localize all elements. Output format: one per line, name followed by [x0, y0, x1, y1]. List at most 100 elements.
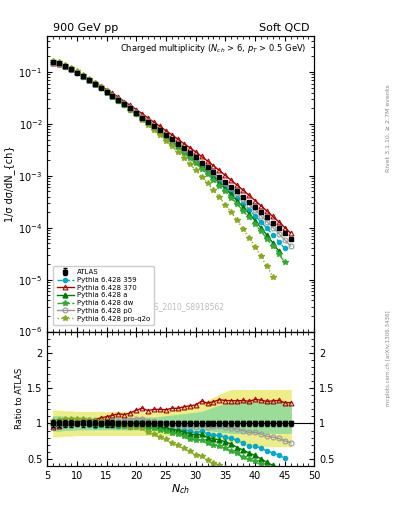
- Pythia 6.428 359: [92, 81, 97, 88]
- Text: Soft QCD: Soft QCD: [259, 23, 309, 33]
- Pythia 6.428 dw: [253, 221, 257, 227]
- Pythia 6.428 a: [62, 62, 67, 69]
- Pythia 6.428 p0: [182, 146, 186, 152]
- Pythia 6.428 dw: [247, 215, 252, 221]
- Pythia 6.428 370: [81, 72, 85, 78]
- Pythia 6.428 p0: [163, 132, 168, 138]
- Pythia 6.428 a: [241, 204, 246, 210]
- Pythia 6.428 a: [75, 69, 79, 75]
- Pythia 6.428 370: [205, 158, 210, 164]
- Pythia 6.428 p0: [92, 80, 97, 87]
- Pythia 6.428 359: [241, 201, 246, 207]
- Pythia 6.428 pro-q2o: [217, 194, 222, 200]
- Text: mcplots.cern.ch [arXiv:1306.3436]: mcplots.cern.ch [arXiv:1306.3436]: [386, 311, 391, 406]
- Pythia 6.428 p0: [193, 155, 198, 161]
- Pythia 6.428 pro-q2o: [62, 61, 67, 68]
- Pythia 6.428 359: [259, 219, 263, 225]
- Pythia 6.428 359: [146, 120, 151, 126]
- Pythia 6.428 p0: [86, 76, 91, 82]
- Pythia 6.428 359: [152, 124, 156, 131]
- Pythia 6.428 p0: [75, 69, 79, 75]
- Pythia 6.428 p0: [98, 84, 103, 90]
- Pythia 6.428 dw: [81, 73, 85, 79]
- Pythia 6.428 pro-q2o: [152, 127, 156, 133]
- Pythia 6.428 370: [140, 111, 145, 117]
- Pythia 6.428 dw: [175, 144, 180, 150]
- Pythia 6.428 a: [57, 60, 61, 66]
- Pythia 6.428 a: [51, 59, 55, 65]
- Pythia 6.428 a: [128, 105, 133, 112]
- Pythia 6.428 370: [235, 182, 240, 188]
- Pythia 6.428 370: [217, 167, 222, 174]
- Pythia 6.428 pro-q2o: [158, 132, 162, 138]
- Pythia 6.428 a: [276, 248, 281, 254]
- Pythia 6.428 a: [182, 148, 186, 154]
- Pythia 6.428 a: [247, 211, 252, 217]
- Pythia 6.428 dw: [241, 208, 246, 214]
- Pythia 6.428 dw: [92, 81, 97, 87]
- Pythia 6.428 370: [163, 127, 168, 134]
- Legend: ATLAS, Pythia 6.428 359, Pythia 6.428 370, Pythia 6.428 a, Pythia 6.428 dw, Pyth: ATLAS, Pythia 6.428 359, Pythia 6.428 37…: [53, 266, 154, 325]
- Pythia 6.428 pro-q2o: [140, 116, 145, 122]
- Pythia 6.428 p0: [146, 118, 151, 124]
- Pythia 6.428 dw: [270, 243, 275, 249]
- Pythia 6.428 370: [175, 136, 180, 142]
- Pythia 6.428 dw: [182, 150, 186, 156]
- Pythia 6.428 dw: [57, 60, 61, 67]
- Pythia 6.428 pro-q2o: [253, 244, 257, 250]
- Text: ATLAS_2010_S8918562: ATLAS_2010_S8918562: [136, 302, 225, 311]
- Pythia 6.428 359: [163, 134, 168, 140]
- Pythia 6.428 dw: [235, 201, 240, 207]
- Pythia 6.428 359: [128, 106, 133, 113]
- Pythia 6.428 a: [229, 191, 233, 198]
- Pythia 6.428 370: [259, 203, 263, 209]
- Pythia 6.428 pro-q2o: [235, 218, 240, 224]
- Pythia 6.428 370: [75, 69, 79, 75]
- Pythia 6.428 pro-q2o: [163, 137, 168, 143]
- Y-axis label: 1/σ dσ/dN_{ch}: 1/σ dσ/dN_{ch}: [4, 145, 15, 222]
- Pythia 6.428 p0: [68, 66, 73, 72]
- Pythia 6.428 359: [81, 74, 85, 80]
- Pythia 6.428 a: [217, 180, 222, 186]
- Pythia 6.428 pro-q2o: [259, 253, 263, 260]
- Text: 900 GeV pp: 900 GeV pp: [53, 23, 118, 33]
- Pythia 6.428 a: [223, 185, 228, 191]
- Pythia 6.428 pro-q2o: [146, 122, 151, 128]
- Pythia 6.428 a: [98, 84, 103, 90]
- Pythia 6.428 dw: [152, 125, 156, 131]
- Pythia 6.428 pro-q2o: [68, 65, 73, 71]
- Pythia 6.428 359: [211, 173, 216, 179]
- Pythia 6.428 pro-q2o: [75, 68, 79, 74]
- Pythia 6.428 p0: [169, 137, 174, 143]
- Pythia 6.428 359: [264, 225, 269, 231]
- Pythia 6.428 p0: [211, 169, 216, 176]
- Pythia 6.428 pro-q2o: [98, 84, 103, 90]
- Pythia 6.428 a: [253, 218, 257, 224]
- Pythia 6.428 pro-q2o: [241, 226, 246, 232]
- Pythia 6.428 pro-q2o: [223, 202, 228, 208]
- Pythia 6.428 p0: [288, 243, 293, 249]
- Pythia 6.428 a: [211, 174, 216, 180]
- Pythia 6.428 359: [247, 207, 252, 213]
- Pythia 6.428 dw: [98, 85, 103, 91]
- Pythia 6.428 pro-q2o: [110, 93, 115, 99]
- Pythia 6.428 pro-q2o: [270, 273, 275, 280]
- Pythia 6.428 359: [229, 189, 233, 195]
- Pythia 6.428 p0: [134, 109, 139, 115]
- Pythia 6.428 dw: [128, 106, 133, 113]
- Pythia 6.428 p0: [282, 237, 287, 243]
- Pythia 6.428 pro-q2o: [86, 76, 91, 82]
- Pythia 6.428 a: [116, 97, 121, 103]
- Pythia 6.428 a: [270, 240, 275, 246]
- Pythia 6.428 a: [68, 66, 73, 72]
- Pythia 6.428 a: [163, 133, 168, 139]
- Pythia 6.428 dw: [223, 188, 228, 195]
- Pythia 6.428 pro-q2o: [199, 174, 204, 180]
- Pythia 6.428 370: [122, 98, 127, 104]
- Pythia 6.428 359: [140, 116, 145, 122]
- Pythia 6.428 a: [259, 225, 263, 231]
- Pythia 6.428 p0: [241, 196, 246, 202]
- Pythia 6.428 p0: [104, 88, 109, 94]
- Pythia 6.428 370: [169, 132, 174, 138]
- Pythia 6.428 pro-q2o: [187, 161, 192, 167]
